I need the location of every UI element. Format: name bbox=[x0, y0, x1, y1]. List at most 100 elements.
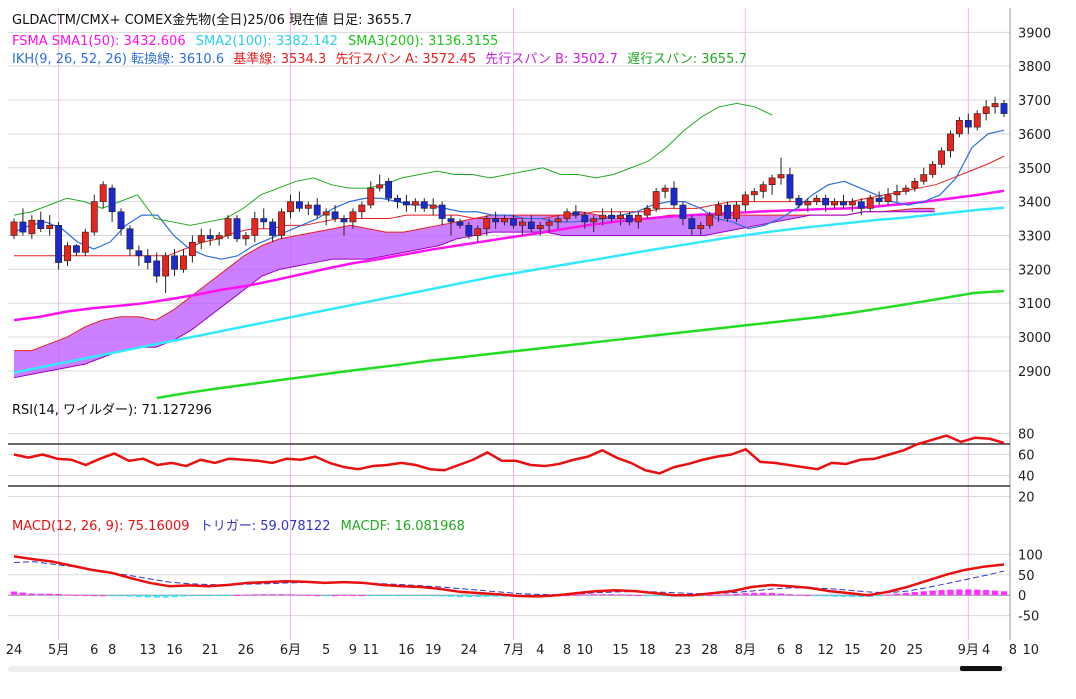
macdf-bar bbox=[947, 589, 954, 596]
candle-body bbox=[304, 204, 312, 209]
macd-line bbox=[13, 555, 1005, 598]
candle-body bbox=[634, 214, 642, 223]
candle-body bbox=[474, 228, 482, 236]
candle-body bbox=[90, 201, 98, 233]
x-tick-label: 10 bbox=[577, 643, 594, 658]
macdf-bar bbox=[706, 595, 713, 597]
candle-body bbox=[81, 231, 89, 253]
x-tick-label: 5月 bbox=[48, 643, 69, 658]
candle-body bbox=[777, 174, 785, 179]
macd-tick-label: -50 bbox=[1018, 610, 1039, 625]
candle-body bbox=[938, 150, 945, 165]
candle-body bbox=[322, 211, 330, 216]
x-tick-label: 9月 bbox=[958, 643, 979, 658]
candle-body bbox=[180, 255, 187, 270]
x-tick-label: 28 bbox=[701, 643, 718, 658]
x-tick-label: 18 bbox=[639, 643, 656, 658]
candle-body bbox=[510, 218, 517, 226]
candle-body bbox=[108, 187, 116, 213]
macdf-bar bbox=[207, 595, 214, 597]
macdf-bar bbox=[144, 595, 151, 598]
macdf-bar bbox=[858, 595, 865, 598]
price-tick-label: 3700 bbox=[1018, 94, 1051, 109]
macdf-bar bbox=[412, 595, 419, 597]
candle-body bbox=[349, 211, 357, 223]
macdf-bar bbox=[403, 595, 410, 597]
macdf-bar bbox=[55, 594, 62, 596]
candle-body bbox=[955, 120, 963, 135]
price-tick-label: 3800 bbox=[1018, 60, 1051, 75]
candle-body bbox=[857, 201, 865, 209]
senkou-b-label: 先行スパン B: 3502.7 bbox=[485, 52, 618, 67]
candle-body bbox=[429, 204, 437, 209]
macdf-bar bbox=[974, 589, 981, 596]
candle-body bbox=[697, 225, 705, 230]
candle-body bbox=[643, 208, 651, 216]
rsi-tick-label: 40 bbox=[1018, 470, 1035, 485]
candle-body bbox=[706, 214, 714, 226]
macdf-bar bbox=[786, 594, 794, 596]
macdf-bar bbox=[1000, 591, 1008, 596]
macdf-bar bbox=[795, 594, 802, 596]
candle-body bbox=[171, 255, 178, 270]
candle-body bbox=[581, 214, 589, 223]
x-tick-label: 12 bbox=[817, 643, 834, 658]
macdf-bar bbox=[260, 594, 267, 596]
candle-body bbox=[28, 219, 36, 235]
x-tick-label: 11 bbox=[362, 643, 379, 658]
price-tick-label: 3600 bbox=[1018, 128, 1051, 143]
candle-body bbox=[750, 191, 758, 196]
senkou-b-line bbox=[13, 211, 935, 379]
candle-body bbox=[991, 103, 999, 108]
macdf-bar bbox=[617, 594, 624, 596]
candle-body bbox=[215, 235, 223, 240]
price-tick-label: 3100 bbox=[1018, 297, 1051, 312]
chikou-line bbox=[13, 102, 773, 226]
candle-body bbox=[206, 235, 214, 240]
candle-body bbox=[804, 201, 812, 206]
macdf-bar bbox=[91, 595, 98, 597]
candle-body bbox=[884, 194, 892, 202]
macdf-bar bbox=[902, 592, 910, 596]
candle-body bbox=[117, 211, 125, 230]
rsi-tick-label: 20 bbox=[1018, 491, 1035, 506]
macdf-bar bbox=[697, 595, 704, 597]
macdf-bar bbox=[233, 594, 241, 596]
macdf-bar bbox=[965, 589, 972, 596]
macdf-bar bbox=[82, 595, 89, 597]
candle-body bbox=[144, 255, 152, 263]
candle-body bbox=[545, 221, 553, 226]
candle-body bbox=[893, 191, 901, 196]
macdf-bar bbox=[367, 595, 374, 597]
candle-body bbox=[679, 204, 687, 219]
candle-body bbox=[759, 184, 767, 192]
x-tick-label: 16 bbox=[398, 643, 415, 658]
candle-body bbox=[251, 218, 259, 236]
candle-body bbox=[483, 218, 491, 230]
candle-body bbox=[465, 225, 473, 236]
scrollbar-thumb[interactable] bbox=[960, 666, 1002, 671]
macd-tick-label: 100 bbox=[1018, 548, 1043, 563]
trigger-line bbox=[13, 561, 1005, 596]
scrollbar-track[interactable] bbox=[8, 666, 1008, 672]
candle-body bbox=[572, 211, 580, 216]
macdf-bar bbox=[563, 595, 571, 597]
x-tick-label: 6 bbox=[90, 643, 98, 658]
candle-body bbox=[840, 201, 847, 206]
macdf-bar bbox=[572, 594, 580, 596]
candle-body bbox=[46, 225, 54, 230]
macdf-bar bbox=[768, 592, 776, 596]
macdf-bar bbox=[376, 595, 383, 597]
candle-body bbox=[590, 218, 598, 223]
macdf-bar bbox=[715, 594, 722, 596]
macdf-bar bbox=[189, 595, 196, 597]
candle-body bbox=[260, 218, 268, 223]
candle-body bbox=[162, 255, 170, 277]
candle-body bbox=[563, 211, 571, 219]
sma3-line bbox=[156, 289, 1005, 400]
candle-body bbox=[153, 260, 161, 277]
macdf-bar bbox=[198, 595, 205, 597]
macdf-bar bbox=[893, 593, 901, 596]
candle-body bbox=[661, 187, 669, 192]
